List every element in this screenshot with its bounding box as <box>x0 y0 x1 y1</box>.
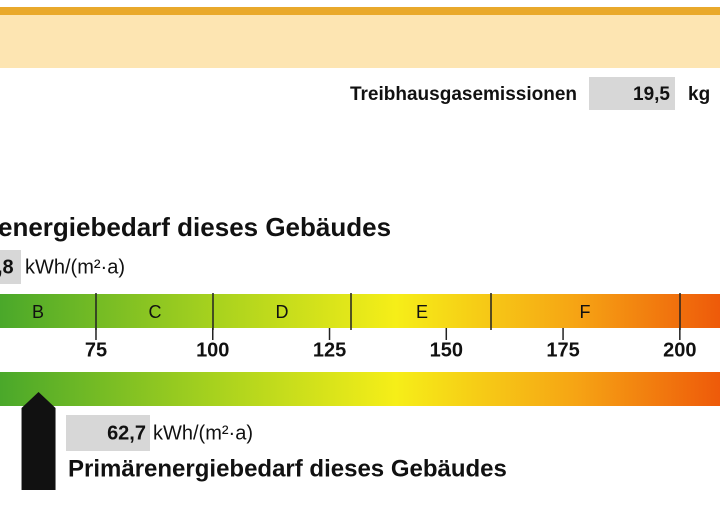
primary-unit: kWh/(m²·a) <box>153 422 253 444</box>
end-energy-box <box>0 250 21 284</box>
primary-title: Primärenergiebedarf dieses Gebäudes <box>68 455 507 482</box>
tick-label: 150 <box>430 339 463 361</box>
emission-unit: kg <box>688 84 710 105</box>
gradient-bar <box>0 372 720 406</box>
tick-label: 100 <box>196 339 229 361</box>
class-dividers <box>95 293 681 330</box>
end-energy-title: energiebedarf dieses Gebäudes <box>0 212 391 242</box>
class-label: E <box>416 302 428 322</box>
emission-value: 19,5 <box>633 84 670 105</box>
class-label: F <box>580 302 591 322</box>
tick-label: 200 <box>663 339 696 361</box>
class-bar <box>0 294 720 328</box>
end-energy-value: ,8 <box>0 256 14 278</box>
top-rule <box>0 7 720 15</box>
emission-label: Treibhausgasemissionen <box>350 84 577 105</box>
class-label: C <box>149 302 162 322</box>
end-energy-unit: kWh/(m²·a) <box>25 256 125 278</box>
primary-box <box>66 415 150 451</box>
top-band <box>0 15 720 68</box>
emission-box <box>589 77 675 110</box>
tick-label: 75 <box>85 339 107 361</box>
value-arrow <box>21 392 56 490</box>
primary-value: 62,7 <box>107 422 146 444</box>
class-label: B <box>32 302 44 322</box>
class-label: D <box>276 302 289 322</box>
tick-label: 175 <box>546 339 579 361</box>
tick-label: 125 <box>313 339 346 361</box>
